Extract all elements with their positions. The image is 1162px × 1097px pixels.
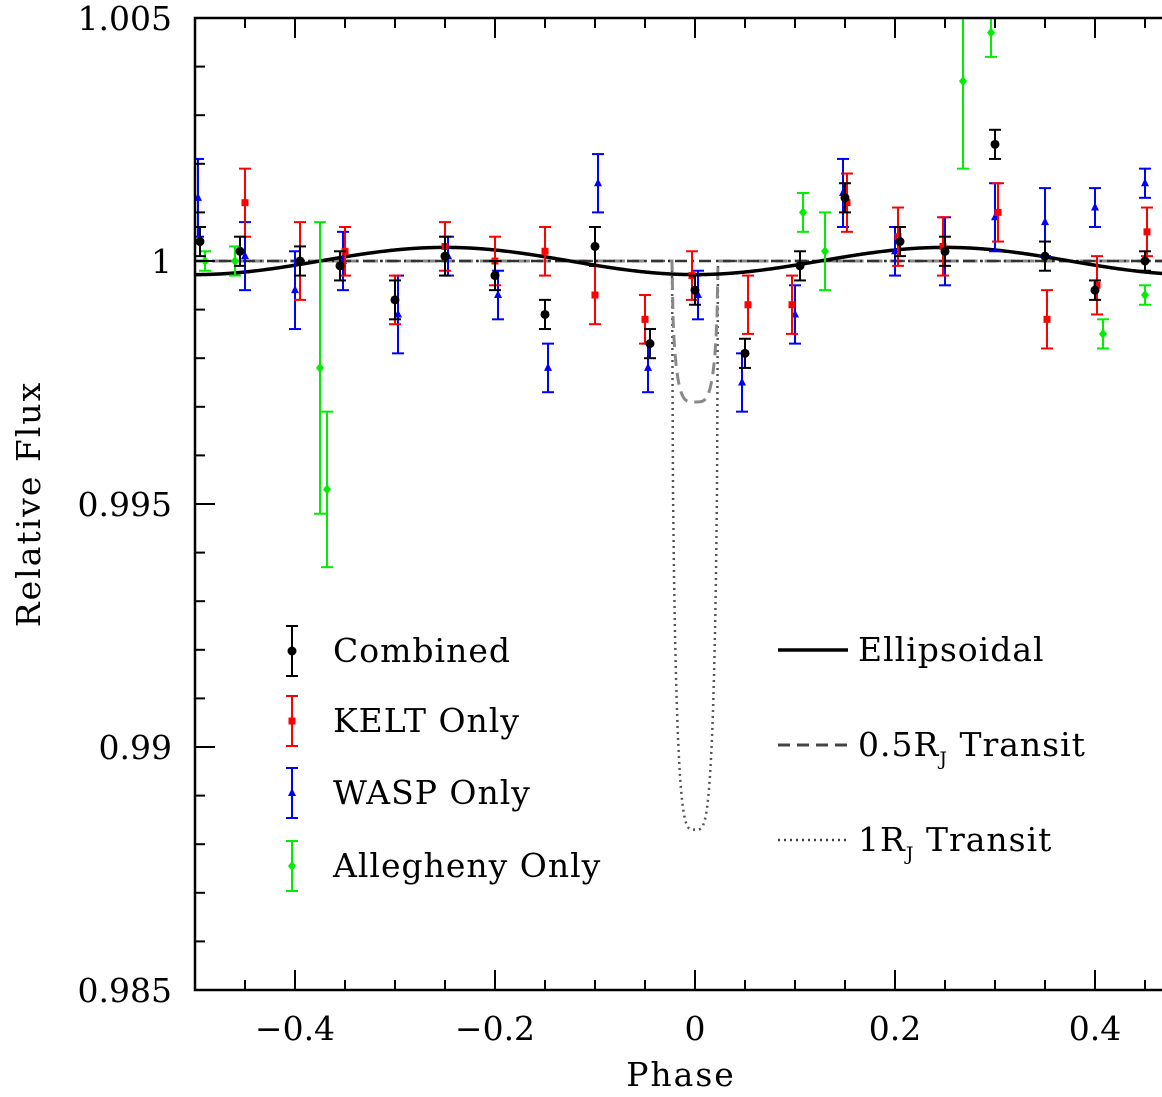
combined-point [795,261,805,271]
x-tick-label: −0.2 [455,1009,535,1048]
x-axis-title: Phase [626,1055,736,1094]
combined-point [1140,256,1150,266]
legend-transit-05rj-label: 0.5RJ Transit [858,725,1086,770]
x-tick-label: −0.4 [255,1009,335,1048]
wasp-only-point [291,285,299,294]
data-points [195,18,1153,569]
legend-allegheny-only-marker [288,861,296,871]
combined-point [690,285,700,295]
y-axis-title: Relative Flux [9,381,48,627]
allegheny-only-point [1141,290,1149,301]
legend-combined-marker [287,646,297,656]
series-kelt-only [239,167,1153,350]
y-tick-label: 1.005 [78,0,172,38]
kelt-only-point [641,315,649,323]
allegheny-only-point [316,362,324,373]
series-allegheny-only [199,18,1151,569]
y-tick-label: 0.99 [99,728,172,767]
x-tick-label: 0 [685,1009,706,1048]
combined-point [740,348,750,358]
allegheny-only-point [231,256,239,266]
allegheny-only-point [1099,328,1107,339]
legend-transit-1rj-label-main: 1R [858,820,906,859]
kelt-only-point [1093,281,1101,289]
series-combined [195,128,1151,369]
x-tick-label: 0.2 [869,1009,921,1048]
combined-point [540,309,550,319]
combined-point [645,339,655,349]
legend-transit-1rj-label: 1RJ Transit [858,820,1052,865]
legend-wasp-only-marker [288,788,296,796]
combined-point [895,237,905,247]
combined-point [440,251,450,261]
kelt-only-point [591,291,599,299]
legend-allegheny-only-label: Allegheny Only [332,846,601,885]
legend-transit-05rj-label-suffix: Transit [948,725,1086,764]
transit-05rj-curve [195,259,1162,404]
combined-point [490,271,500,281]
combined-point [940,246,950,256]
combined-point [390,295,400,305]
legend-ellipsoidal-label: Ellipsoidal [858,630,1045,669]
legend: Combined KELT Only WASP Only Allegheny Only… [286,625,1086,892]
wasp-only-point [594,178,602,187]
legend-kelt-only-label: KELT Only [333,701,520,740]
legend-transit-05rj-label-sub: J [937,748,948,770]
ticks: −0.4 −0.2 0 0.2 0.4 0.985 0.99 0.995 1 1.005 [78,0,1146,1048]
wasp-only-point [1091,202,1099,211]
y-tick-label: 0.985 [78,971,172,1010]
combined-point [195,237,205,247]
wasp-only-point [644,362,652,371]
wasp-only-point [1141,178,1149,187]
combined-point [235,246,245,256]
allegheny-only-point [821,246,829,257]
combined-point [1040,251,1050,261]
allegheny-only-point [987,27,995,38]
wasp-only-point [241,251,249,260]
wasp-only-point [544,362,552,371]
kelt-only-point [1143,228,1151,236]
combined-point [590,241,600,251]
kelt-only-point [1043,315,1051,323]
kelt-only-point [788,301,796,309]
kelt-only-point [241,199,249,207]
legend-ellipsoidal-label-main: Ellipsoidal [858,630,1045,669]
y-tick-label: 0.995 [78,485,172,524]
legend-combined-label: Combined [333,631,511,670]
legend-kelt-only-marker [288,717,296,725]
wasp-only-point [1041,217,1049,226]
combined-point [295,256,305,266]
legend-wasp-only-label: WASP Only [333,773,531,812]
kelt-only-point [939,242,947,250]
wasp-only-point [738,377,746,386]
kelt-only-point [994,208,1002,216]
kelt-only-point [744,301,752,309]
kelt-only-point [541,247,549,255]
y-tick-label: 1 [151,242,172,281]
kelt-only-point [894,233,902,241]
combined-point [990,139,1000,149]
wasp-only-point [494,290,502,299]
combined-point [1090,285,1100,295]
legend-transit-1rj-label-suffix: Transit [914,820,1052,859]
legend-transit-05rj-label-main: 0.5R [858,725,939,764]
allegheny-only-point [799,207,807,218]
kelt-only-point [843,199,851,207]
combined-point [335,261,345,271]
allegheny-only-point [323,484,331,495]
legend-transit-1rj-label-sub: J [904,843,915,865]
allegheny-only-point [959,76,967,87]
wasp-only-point [195,192,202,201]
x-tick-label: 0.4 [1069,1009,1121,1048]
combined-point [840,193,850,203]
series-wasp-only [195,153,1151,413]
